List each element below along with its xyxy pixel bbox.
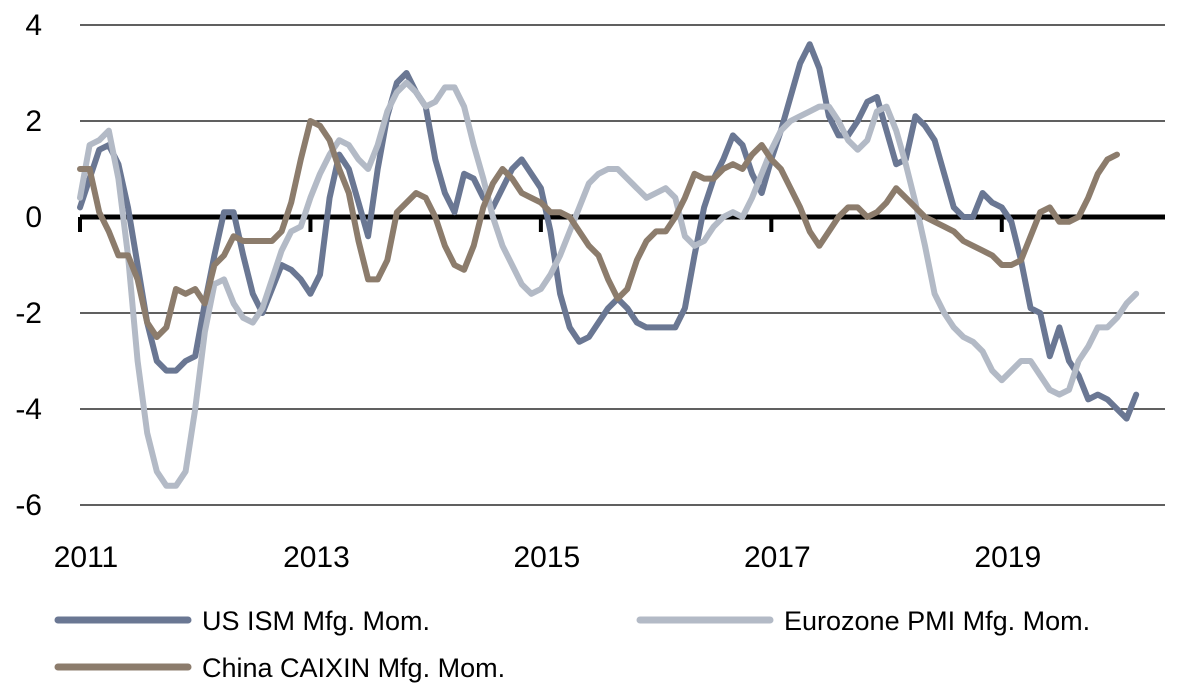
series-line-3 [77, 118, 1120, 340]
axes [78, 214, 1165, 232]
tick-labels: 4 2 0 -2 -4 -6 2011 2013 2015 2017 2019 [15, 9, 1041, 574]
legend-label: China CAIXIN Mfg. Mom. [202, 653, 505, 683]
x-tick-label: 2015 [514, 541, 581, 574]
series-lines [77, 41, 1140, 489]
legend-label: US ISM Mfg. Mom. [202, 606, 430, 636]
x-tick-label: 2019 [974, 541, 1041, 574]
y-tick-label: 4 [25, 9, 42, 42]
series-line-1 [77, 41, 1140, 422]
legend: US ISM Mfg. Mom. Eurozone PMI Mfg. Mom. Ch… [54, 606, 1090, 683]
y-tick-label: -2 [15, 297, 42, 330]
y-tick-label: -6 [15, 489, 42, 522]
y-tick-label: 0 [25, 201, 42, 234]
x-tick-label: 2011 [54, 541, 119, 574]
series-line-2 [77, 79, 1140, 489]
x-tick-label: 2017 [744, 541, 811, 574]
x-tick-label: 2013 [283, 541, 350, 574]
y-tick-label: 2 [25, 105, 42, 138]
y-tick-label: -4 [15, 393, 42, 426]
legend-label: Eurozone PMI Mfg. Mom. [784, 606, 1090, 636]
